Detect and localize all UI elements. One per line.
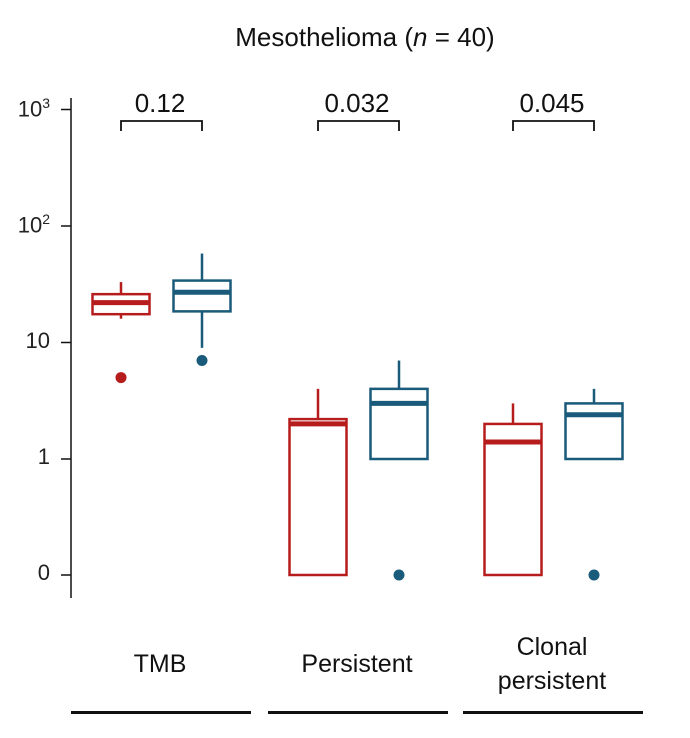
pvalue-label: 0.12: [134, 88, 186, 118]
y-tick-label: 102: [0, 211, 50, 238]
y-tick-label: 10: [0, 328, 50, 354]
pvalue-bracket: [317, 120, 400, 131]
box-iqr: [369, 387, 429, 461]
box-outlier: [588, 569, 600, 581]
box-iqr: [172, 279, 232, 313]
box-iqr: [564, 402, 624, 461]
chart-title: Mesothelioma (n = 40): [235, 22, 495, 52]
y-tick-label-exponent: 3: [42, 94, 50, 111]
chart-title-n: n: [413, 22, 428, 52]
y-tick-label-base: 1: [37, 444, 50, 469]
y-tick-label-exponent: 2: [42, 211, 50, 227]
box-iqr: [288, 417, 348, 577]
pvalue-label: 0.045: [519, 88, 585, 118]
group-label-line: Persistent: [301, 650, 413, 678]
group-label-line: persistent: [497, 667, 607, 695]
group-label: Clonal persistent: [452, 630, 652, 698]
group-underline: [71, 711, 251, 714]
group-label-line: TMB: [133, 650, 187, 678]
group-label: Persistent: [257, 647, 457, 681]
y-tick-label-base: 10: [17, 95, 43, 121]
pvalue-bracket: [120, 120, 203, 131]
box-iqr: [483, 422, 543, 577]
y-tick-label-base: 10: [25, 327, 50, 353]
y-tick-label-base: 10: [17, 212, 43, 238]
box-outlier: [115, 372, 127, 384]
group-label-line: Clonal: [516, 633, 588, 661]
box-outlier: [393, 569, 405, 581]
box-outlier: [196, 355, 208, 367]
pvalue-label: 0.032: [324, 88, 390, 118]
chart-title-text: Mesothelioma: [235, 22, 398, 52]
group-underline: [268, 711, 448, 714]
group-label: TMB: [60, 647, 260, 681]
chart-title-n-value: = 40: [434, 22, 487, 52]
y-tick-label-base: 0: [37, 560, 50, 585]
y-tick-label: 0: [0, 560, 50, 586]
y-tick-label: 103: [0, 95, 50, 122]
y-tick-label: 1: [0, 444, 50, 470]
group-underline: [463, 711, 643, 714]
pvalue-bracket: [512, 120, 595, 131]
